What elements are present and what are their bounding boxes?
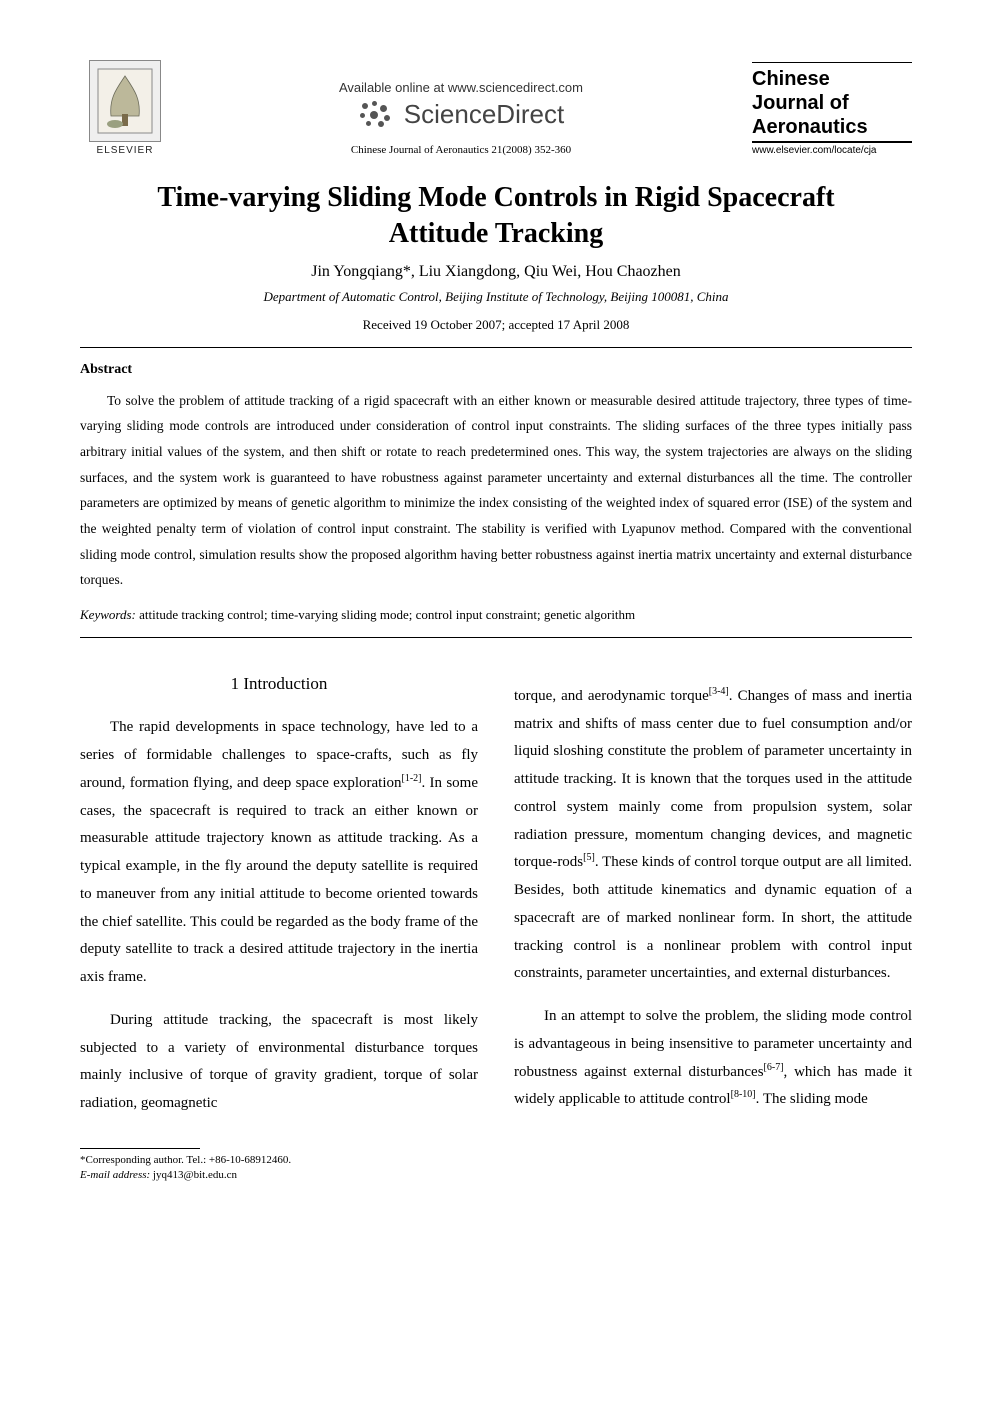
ref-1-2: [1-2] [402,773,422,784]
intro-para-3: In an attempt to solve the problem, the … [514,1003,912,1114]
header-row: ELSEVIER Available online at www.science… [80,60,912,156]
abstract-body: To solve the problem of attitude trackin… [80,388,912,593]
affiliation: Department of Automatic Control, Beijing… [80,289,912,305]
sciencedirect-text: ScienceDirect [404,99,564,130]
ref-6-7: [6-7] [764,1062,784,1073]
publisher-label: ELSEVIER [97,145,154,156]
corresponding-author: *Corresponding author. Tel.: +86-10-6891… [80,1153,478,1168]
received-accepted-dates: Received 19 October 2007; accepted 17 Ap… [80,317,912,333]
article-title: Time-varying Sliding Mode Controls in Ri… [80,180,912,253]
journal-title-block: Chinese Journal of Aeronautics www.elsev… [752,62,912,156]
intro-para-1: The rapid developments in space technolo… [80,714,478,992]
available-online-text: Available online at www.sciencedirect.co… [170,80,752,95]
sciencedirect-logo: ScienceDirect [170,99,752,130]
ref-5: [5] [583,852,595,863]
journal-reference: Chinese Journal of Aeronautics 21(2008) … [170,144,752,156]
journal-title-line1: Chinese [752,68,830,90]
elsevier-tree-icon [89,60,161,142]
ref-3-4: [3-4] [709,686,729,697]
email-address: jyq413@bit.edu.cn [150,1169,237,1181]
journal-title-line2: Journal of [752,92,849,114]
email-line: E-mail address: jyq413@bit.edu.cn [80,1168,478,1183]
journal-title: Chinese Journal of Aeronautics [752,67,912,143]
column-right: torque, and aerodynamic torque[3-4]. Cha… [514,668,912,1184]
title-line2: Attitude Tracking [389,218,603,249]
keywords-label: Keywords: [80,607,136,622]
keywords-line: Keywords: attitude tracking control; tim… [80,607,912,623]
column-left: 1 Introduction The rapid developments in… [80,668,478,1184]
keywords-text: attitude tracking control; time-varying … [136,607,635,622]
email-label: E-mail address: [80,1169,150,1181]
abstract-section: Abstract To solve the problem of attitud… [80,347,912,638]
intro-para-2-cont: torque, and aerodynamic torque[3-4]. Cha… [514,683,912,988]
publisher-logo-block: ELSEVIER [80,60,170,156]
body-columns: 1 Introduction The rapid developments in… [80,668,912,1184]
journal-title-line3: Aeronautics [752,116,868,138]
abstract-label: Abstract [80,362,912,378]
ref-8-10: [8-10] [731,1089,756,1100]
journal-url: www.elsevier.com/locate/cja [752,145,912,156]
section-1-heading: 1 Introduction [80,668,478,699]
intro-para-2: During attitude tracking, the spacecraft… [80,1007,478,1118]
title-line1: Time-varying Sliding Mode Controls in Ri… [157,182,834,213]
page: ELSEVIER Available online at www.science… [0,0,992,1224]
authors: Jin Yongqiang*, Liu Xiangdong, Qiu Wei, … [80,263,912,281]
footnote-rule [80,1148,200,1149]
footnote-block: *Corresponding author. Tel.: +86-10-6891… [80,1153,478,1184]
sciencedirect-dots-icon [358,101,394,129]
header-center: Available online at www.sciencedirect.co… [170,80,752,156]
